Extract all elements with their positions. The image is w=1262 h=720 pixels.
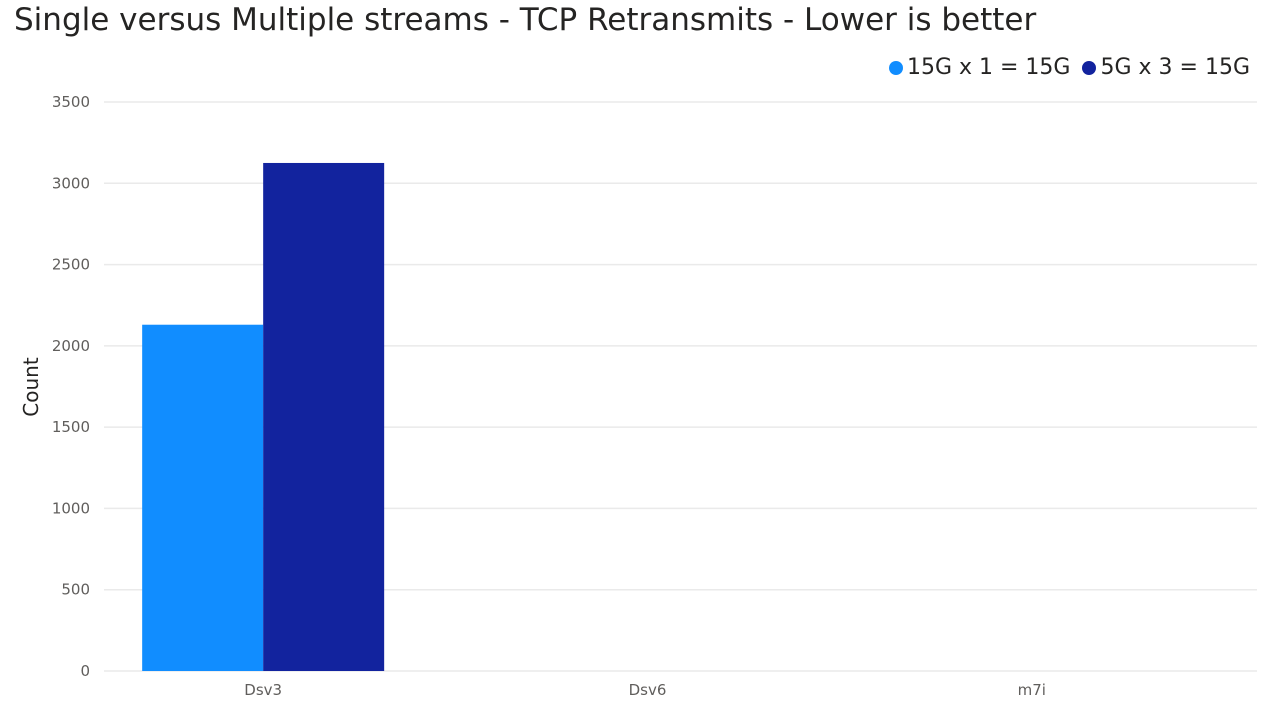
y-tick-label: 3500 [52,93,90,111]
y-tick-label: 3000 [52,174,90,192]
legend-marker-series-2 [1082,60,1097,75]
legend-label-series-2: 5G x 3 = 15G [1100,55,1250,80]
y-axis-ticks: 0 500 1000 1500 2000 2500 3000 3500 [52,93,90,680]
x-tick-label: Dsv3 [244,681,282,699]
y-tick-label: 0 [80,662,90,680]
bar-dsv3-series-2[interactable] [263,162,385,671]
chart-title: Single versus Multiple streams - TCP Ret… [14,2,1037,38]
x-axis-ticks: Dsv3 Dsv6 m7i [244,681,1046,699]
y-tick-label: 2000 [52,337,90,355]
legend: 15G x 1 = 15G 5G x 3 = 15G [888,55,1250,80]
y-tick-label: 500 [61,581,90,599]
bar-dsv3-series-1[interactable] [142,324,264,671]
x-tick-label: Dsv6 [629,681,667,699]
legend-marker-series-1 [888,60,903,75]
legend-item-series-1[interactable]: 15G x 1 = 15G [888,55,1071,80]
bars [142,162,385,671]
y-tick-label: 1000 [52,499,90,517]
y-tick-label: 2500 [52,256,90,274]
y-tick-label: 1500 [52,418,90,436]
legend-label-series-1: 15G x 1 = 15G [906,55,1071,80]
legend-item-series-2[interactable]: 5G x 3 = 15G [1082,55,1250,80]
y-axis-label: Count [19,357,43,417]
x-tick-label: m7i [1018,681,1046,699]
